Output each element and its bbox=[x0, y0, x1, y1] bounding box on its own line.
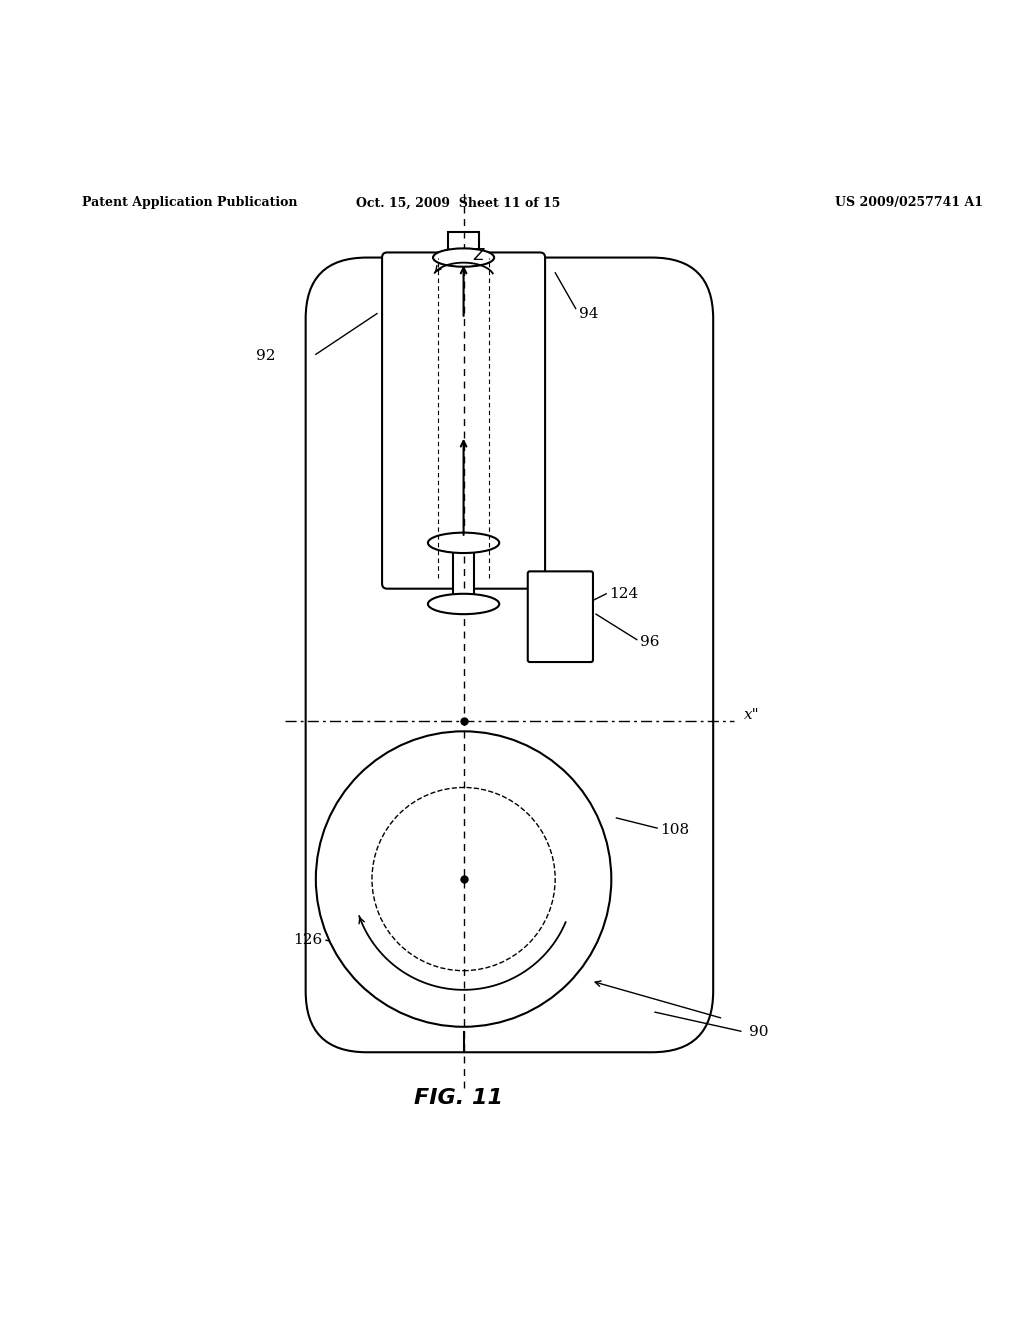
Ellipse shape bbox=[428, 533, 500, 553]
Text: US 2009/0257741 A1: US 2009/0257741 A1 bbox=[836, 197, 983, 210]
Text: x": x" bbox=[743, 708, 760, 722]
Text: Patent Application Publication: Patent Application Publication bbox=[82, 197, 297, 210]
Text: 92: 92 bbox=[256, 350, 275, 363]
FancyBboxPatch shape bbox=[527, 572, 593, 663]
Text: FIG. 11: FIG. 11 bbox=[414, 1088, 503, 1107]
Text: 126: 126 bbox=[293, 933, 322, 948]
Ellipse shape bbox=[428, 594, 500, 614]
Bar bbox=[449, 232, 479, 257]
Text: 96: 96 bbox=[640, 635, 659, 648]
Text: 124: 124 bbox=[609, 587, 639, 601]
FancyBboxPatch shape bbox=[382, 252, 545, 589]
Text: 94: 94 bbox=[579, 306, 598, 321]
Text: Oct. 15, 2009  Sheet 11 of 15: Oct. 15, 2009 Sheet 11 of 15 bbox=[356, 197, 561, 210]
Text: 108: 108 bbox=[660, 824, 689, 837]
Text: 90: 90 bbox=[749, 1024, 768, 1039]
Circle shape bbox=[315, 731, 611, 1027]
Text: Z: Z bbox=[474, 248, 484, 263]
Ellipse shape bbox=[433, 248, 495, 267]
Bar bbox=[454, 543, 474, 605]
